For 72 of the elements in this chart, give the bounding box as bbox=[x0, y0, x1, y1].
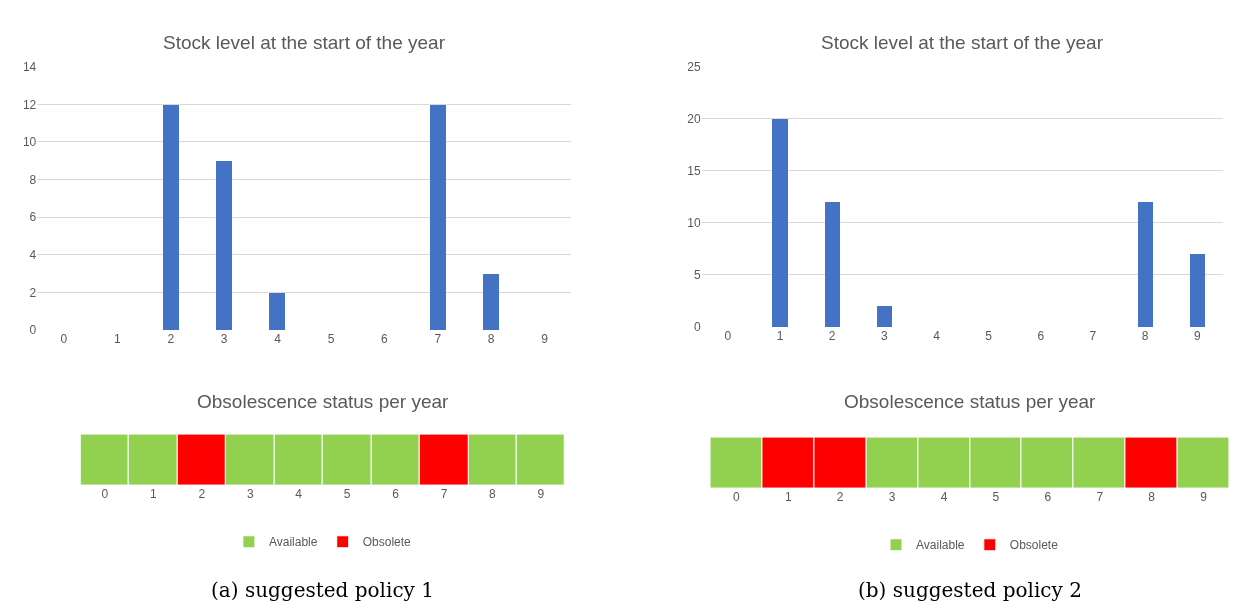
bar bbox=[216, 160, 233, 330]
x-tick-label: 8 bbox=[1141, 328, 1149, 343]
x-tick-label: 0 bbox=[733, 490, 741, 505]
chart-title: Obsolescence status per year bbox=[197, 391, 450, 412]
y-tick-label: 14 bbox=[22, 60, 37, 74]
legend-label: Obsolete bbox=[362, 535, 412, 550]
text: (a) suggested policy 1 bbox=[211, 578, 434, 602]
x-tick-label: 4 bbox=[274, 331, 282, 346]
x-tick-label: 3 bbox=[246, 487, 254, 502]
x-tick-label: 2 bbox=[828, 328, 836, 343]
x-tick-label: 9 bbox=[1193, 328, 1201, 343]
legend-label: Available bbox=[916, 538, 965, 553]
bar bbox=[1137, 201, 1153, 327]
x-tick-label: 4 bbox=[295, 487, 303, 502]
legend-label: Obsolete bbox=[1009, 538, 1059, 553]
bar bbox=[876, 305, 892, 327]
x-tick-label: 1 bbox=[114, 331, 122, 346]
legend-label: Available bbox=[268, 535, 318, 550]
text: (b) suggested policy 2 bbox=[858, 578, 1082, 602]
bar bbox=[771, 118, 788, 327]
x-tick-label: 8 bbox=[489, 487, 497, 502]
y-tick-label: 4 bbox=[29, 247, 37, 262]
bar bbox=[430, 104, 447, 330]
x-tick-label: 8 bbox=[487, 331, 495, 346]
chart-title: Obsolescence status per year bbox=[844, 391, 1097, 412]
x-tick-label: 2 bbox=[167, 331, 175, 346]
x-tick-label: 6 bbox=[392, 487, 400, 502]
y-tick-label: 25 bbox=[687, 60, 702, 74]
bar bbox=[1189, 253, 1205, 327]
x-tick-label: 5 bbox=[343, 487, 351, 502]
x-tick-label: 6 bbox=[1037, 328, 1045, 343]
x-tick-label: 7 bbox=[434, 331, 442, 346]
x-tick-label: 1 bbox=[784, 490, 792, 505]
x-tick-label: 3 bbox=[888, 490, 896, 505]
x-tick-label: 0 bbox=[101, 487, 109, 502]
x-tick-label: 9 bbox=[537, 487, 545, 502]
x-tick-label: 5 bbox=[985, 328, 993, 343]
chart-title: Stock level at the start of the year bbox=[821, 32, 1104, 53]
x-tick-label: 4 bbox=[933, 328, 941, 343]
x-tick-label: 3 bbox=[220, 331, 228, 346]
x-tick-label: 1 bbox=[150, 487, 158, 502]
x-tick-label: 8 bbox=[1148, 490, 1156, 505]
bar bbox=[824, 201, 840, 327]
y-tick-label: 12 bbox=[22, 97, 37, 112]
x-tick-label: 7 bbox=[440, 487, 448, 502]
x-tick-label: 5 bbox=[992, 490, 1000, 505]
x-tick-label: 4 bbox=[940, 490, 948, 505]
x-tick-label: 3 bbox=[880, 328, 888, 343]
x-tick-label: 6 bbox=[1044, 490, 1052, 505]
x-tick-label: 2 bbox=[198, 487, 206, 502]
y-tick-label: 6 bbox=[29, 210, 37, 225]
bar bbox=[163, 104, 180, 330]
y-tick-label: 8 bbox=[29, 172, 37, 187]
x-tick-label: 0 bbox=[60, 331, 68, 346]
x-tick-label: 6 bbox=[381, 331, 389, 346]
x-tick-label: 7 bbox=[1096, 490, 1104, 505]
y-tick-label: 2 bbox=[29, 285, 37, 300]
x-tick-label: 5 bbox=[327, 331, 335, 346]
bar bbox=[483, 273, 500, 330]
chart-title: Stock level at the start of the year bbox=[163, 32, 446, 53]
y-tick-label: 20 bbox=[687, 112, 702, 127]
y-tick-label: 5 bbox=[694, 268, 702, 283]
y-tick-label: 15 bbox=[687, 164, 702, 179]
x-tick-label: 9 bbox=[1200, 490, 1208, 505]
x-tick-label: 1 bbox=[776, 328, 784, 343]
x-tick-label: 2 bbox=[836, 490, 844, 505]
bar bbox=[269, 292, 286, 330]
x-tick-label: 7 bbox=[1089, 328, 1097, 343]
x-tick-label: 9 bbox=[541, 331, 549, 346]
x-tick-label: 0 bbox=[724, 328, 732, 343]
y-tick-label: 10 bbox=[687, 216, 702, 231]
y-tick-label: 10 bbox=[22, 135, 37, 150]
